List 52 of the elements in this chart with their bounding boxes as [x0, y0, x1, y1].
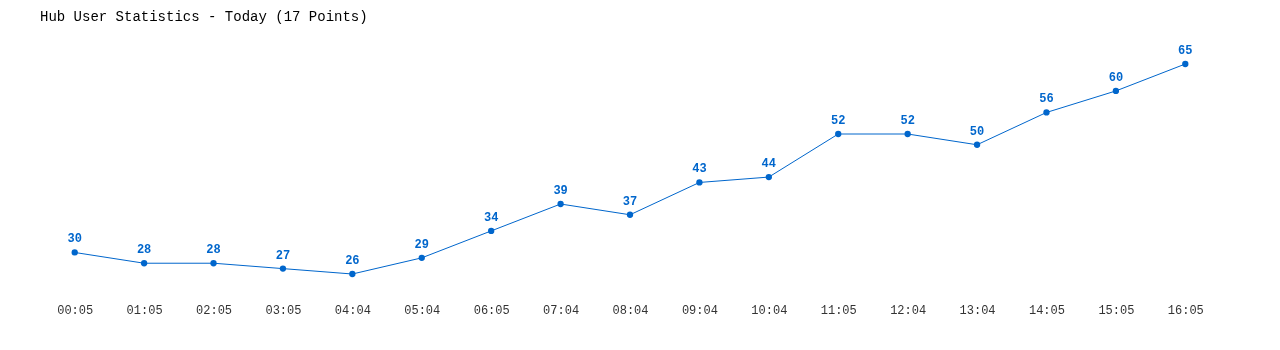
data-label: 52	[900, 114, 915, 128]
data-label: 43	[692, 162, 707, 177]
x-tick-label: 15:05	[1098, 303, 1135, 318]
data-label: 34	[483, 210, 499, 225]
data-label: 26	[345, 254, 360, 268]
data-label: 28	[136, 243, 152, 258]
point	[904, 130, 911, 138]
point	[765, 173, 772, 181]
point	[210, 260, 217, 267]
data-label: 52	[831, 114, 846, 128]
x-tick-label: 09:04	[681, 303, 718, 318]
data-label: 27	[275, 248, 291, 263]
x-tick-label: 08:04	[612, 303, 649, 318]
data-label: 37	[622, 194, 638, 209]
data-label: 65	[1178, 44, 1193, 58]
x-tick-label: 07:04	[543, 303, 580, 318]
x-tick-label: 04:04	[334, 303, 371, 318]
x-tick-label: 00:05	[57, 303, 94, 318]
x-tick-label: 16:05	[1167, 303, 1204, 318]
x-tick-label: 14:05	[1028, 303, 1065, 318]
x-tick-label: 06:05	[473, 303, 510, 318]
x-tick-label: 02:05	[196, 303, 233, 318]
x-tick-label: 13:04	[959, 303, 996, 318]
data-label: 50	[969, 124, 985, 139]
point	[488, 227, 495, 235]
point	[71, 249, 78, 256]
x-tick-label: 12:04	[890, 303, 927, 318]
x-tick-label: 05:04	[404, 303, 441, 318]
chart-title: Hub User Statistics - Today (17 Points)	[40, 9, 368, 25]
data-label: 28	[206, 243, 221, 258]
x-tick-label: 03:05	[265, 303, 302, 318]
point	[1182, 60, 1189, 68]
point	[696, 179, 703, 186]
data-label: 29	[414, 237, 429, 252]
point	[1112, 87, 1120, 95]
point	[418, 254, 425, 261]
data-label: 60	[1108, 70, 1124, 85]
data-label: 30	[67, 232, 82, 247]
x-tick-label: 11:05	[820, 303, 857, 318]
point	[557, 200, 564, 208]
point	[140, 260, 148, 267]
point	[349, 270, 356, 278]
data-label: 44	[761, 157, 777, 172]
point	[835, 130, 842, 138]
point	[626, 211, 634, 218]
point	[1043, 109, 1050, 116]
data-label: 39	[553, 184, 568, 198]
x-tick-label: 10:04	[751, 303, 788, 318]
x-tick-label: 01:05	[126, 303, 163, 318]
point	[973, 141, 981, 148]
data-label: 56	[1039, 92, 1054, 107]
point	[279, 265, 287, 272]
